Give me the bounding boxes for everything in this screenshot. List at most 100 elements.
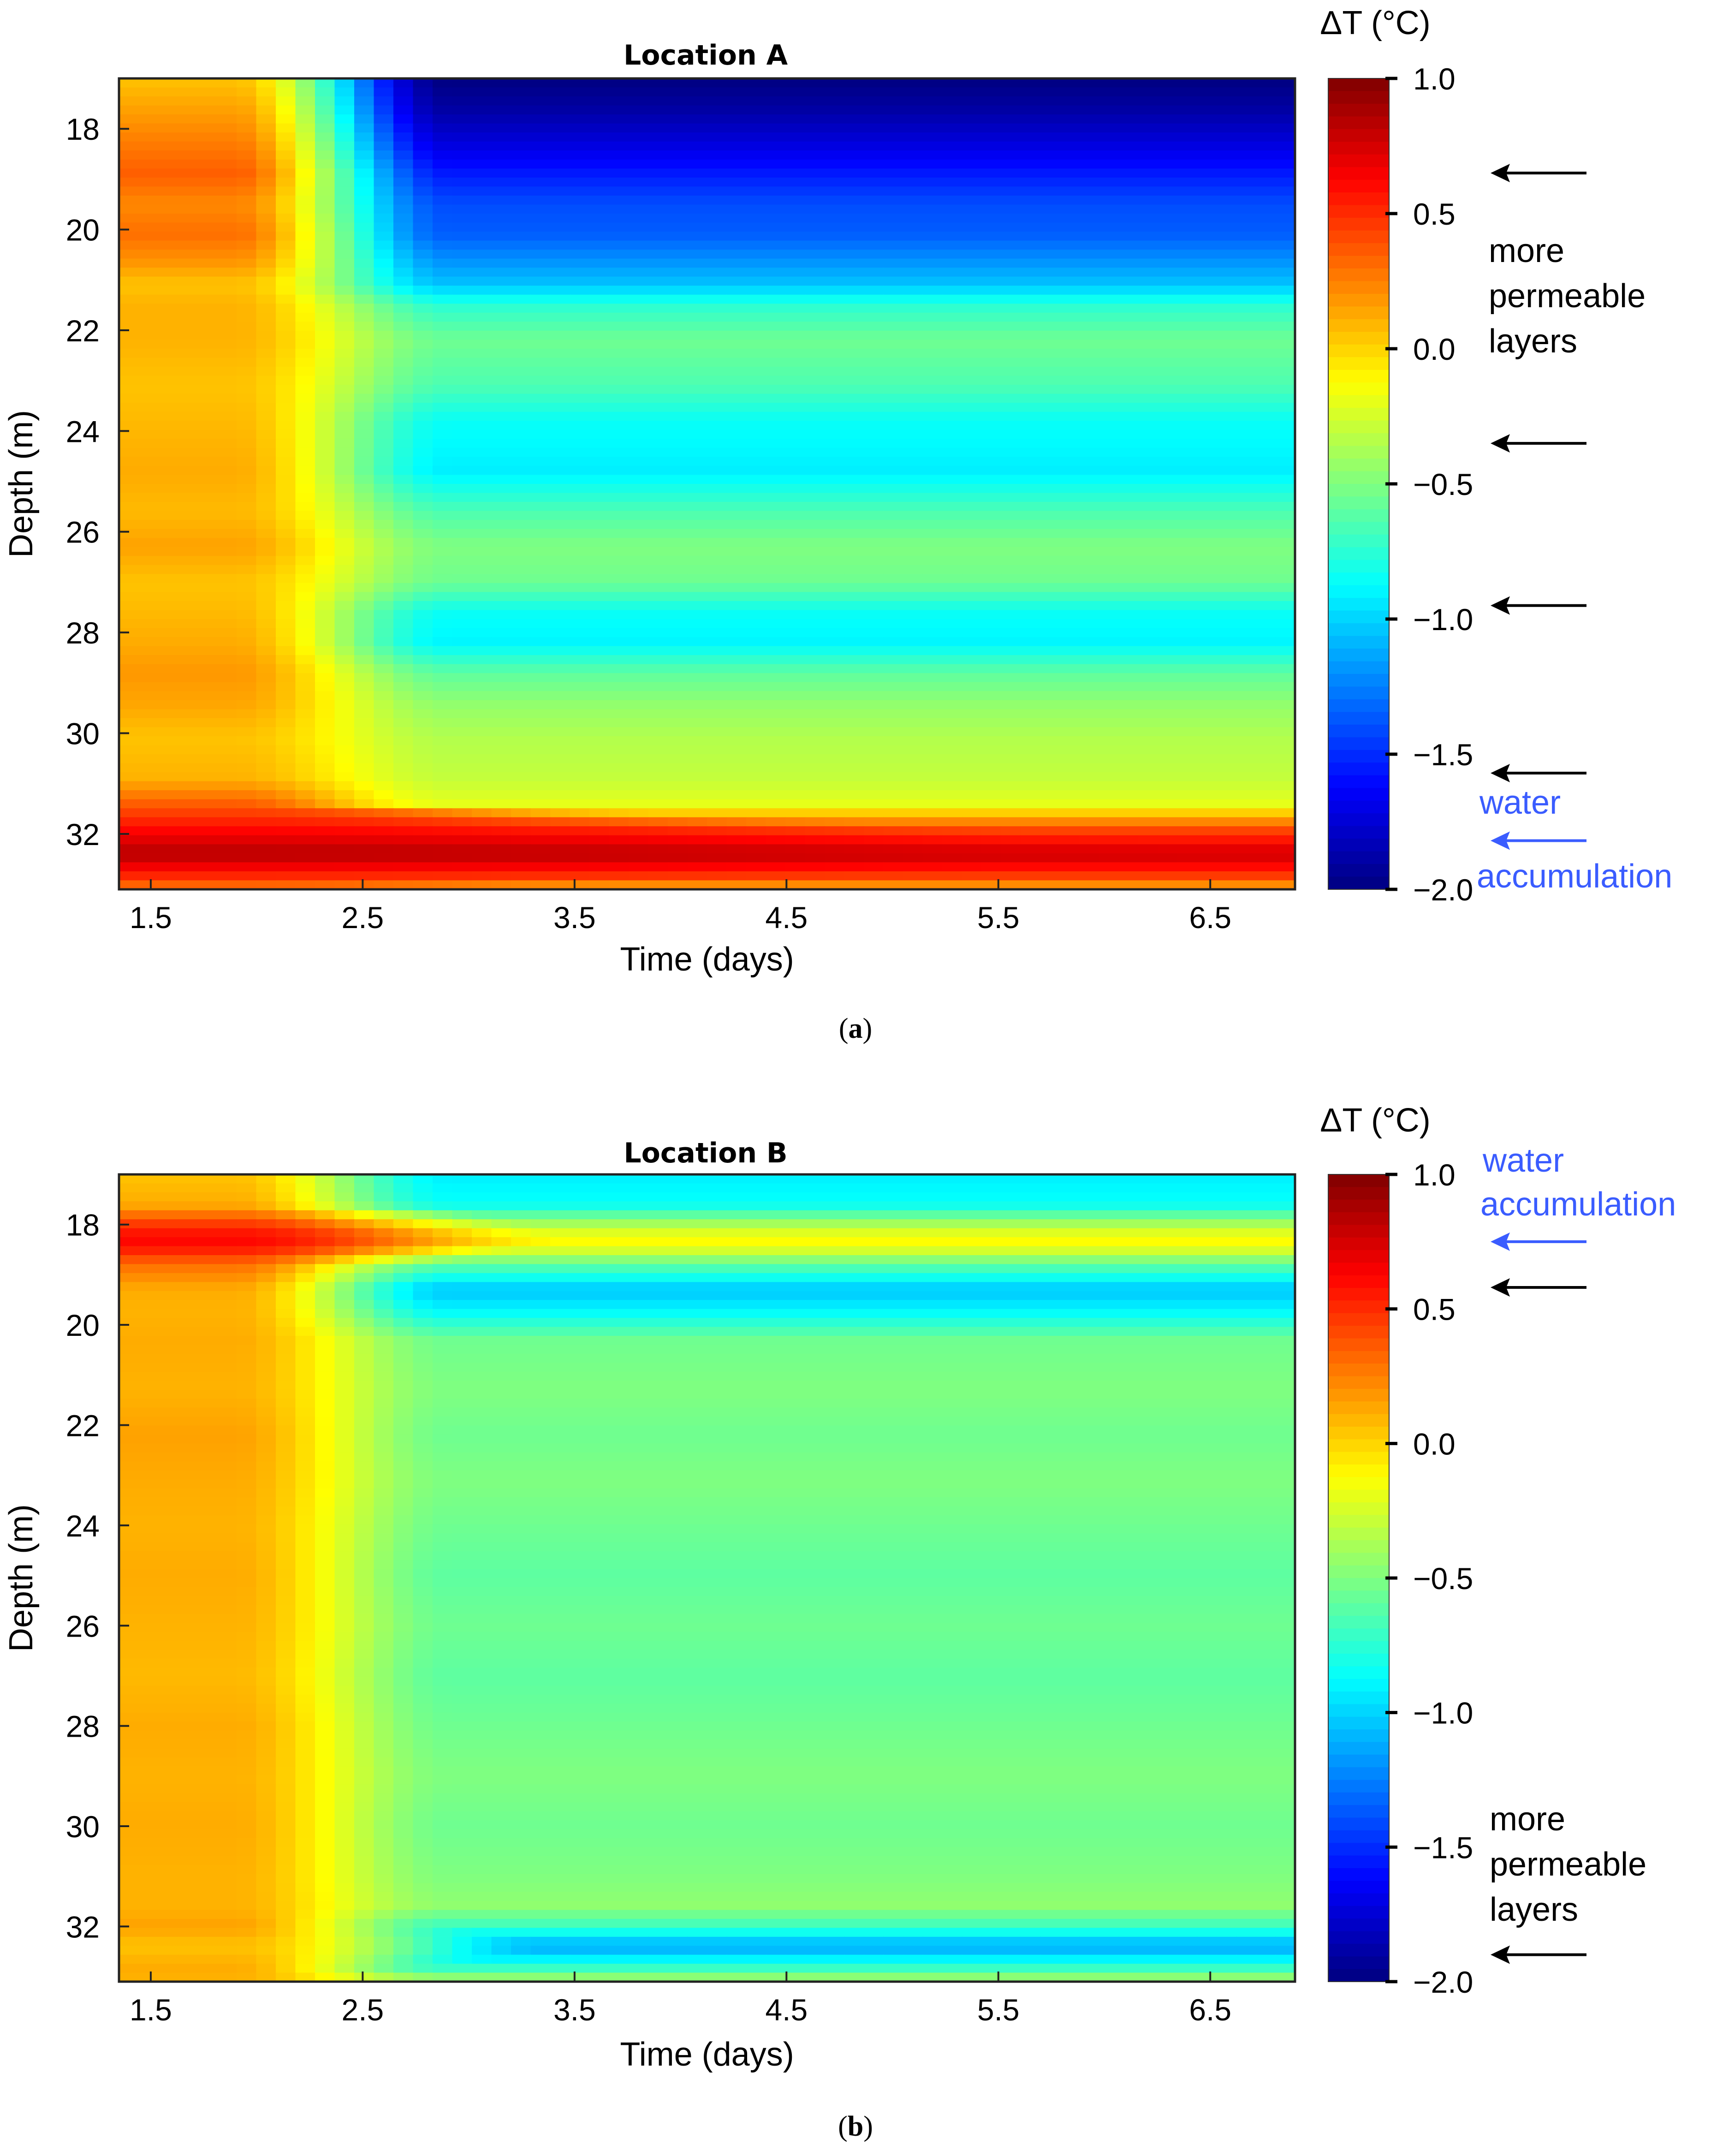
heatmap-cell <box>433 214 453 223</box>
heatmap-cell <box>844 375 864 386</box>
heatmap-cell <box>393 727 414 737</box>
heatmap-cell <box>687 808 707 818</box>
heatmap-cell <box>276 403 296 412</box>
heatmap-cell <box>1158 484 1178 494</box>
heatmap-cell <box>589 276 610 286</box>
heatmap-cell <box>315 385 335 394</box>
heatmap-cell <box>491 375 511 386</box>
heatmap-cell <box>1275 132 1295 142</box>
heatmap-cell <box>922 357 943 367</box>
heatmap-cell <box>334 565 355 575</box>
heatmap-cell <box>374 421 394 430</box>
heatmap-cell <box>138 511 159 521</box>
heatmap-cell <box>922 222 943 232</box>
heatmap-cell <box>785 411 806 422</box>
heatmap-cell <box>805 808 825 818</box>
heatmap-cell <box>1177 276 1198 286</box>
heatmap-cell <box>922 745 943 755</box>
heatmap-cell <box>1040 447 1060 458</box>
heatmap-cell <box>629 114 649 124</box>
heatmap-cell <box>1021 727 1041 737</box>
heatmap-cell <box>766 339 786 349</box>
heatmap-cell <box>1275 349 1295 358</box>
heatmap-cell <box>766 655 786 665</box>
heatmap-cell <box>472 673 492 683</box>
heatmap-cell <box>1079 339 1099 349</box>
heatmap-cell <box>138 403 159 412</box>
heatmap-cell <box>589 411 610 422</box>
heatmap-cell <box>1158 646 1178 656</box>
heatmap-cell <box>825 763 845 773</box>
heatmap-cell <box>1138 150 1158 160</box>
heatmap-cell <box>1158 195 1178 205</box>
heatmap-cell <box>942 304 962 313</box>
heatmap-cell <box>629 457 649 466</box>
heatmap-cell <box>1118 457 1139 466</box>
heatmap-cell <box>609 195 629 205</box>
heatmap-cell <box>844 547 864 557</box>
heatmap-cell <box>276 78 296 88</box>
heatmap-cell <box>609 457 629 466</box>
heatmap-cell <box>805 475 825 484</box>
heatmap-cell <box>158 375 178 386</box>
heatmap-cell <box>334 447 355 458</box>
heatmap-cell <box>530 565 551 575</box>
heatmap-cell <box>825 411 845 422</box>
heatmap-cell <box>158 817 178 827</box>
heatmap-cell <box>825 268 845 277</box>
heatmap-cell <box>766 177 786 187</box>
heatmap-cell <box>393 583 414 593</box>
heatmap-cell <box>766 349 786 358</box>
heatmap-cell <box>1197 718 1217 728</box>
heatmap-cell <box>334 177 355 187</box>
heatmap-cell <box>550 268 570 277</box>
heatmap-cell <box>1177 159 1198 169</box>
heatmap-cell <box>1060 547 1080 557</box>
heatmap-cell <box>609 610 629 619</box>
heatmap-cell <box>981 204 1002 214</box>
heatmap-cell <box>1138 502 1158 512</box>
heatmap-cell <box>197 619 218 629</box>
heatmap-cell <box>472 250 492 259</box>
heatmap-cell <box>295 357 315 367</box>
heatmap-cell <box>256 403 276 412</box>
heatmap-cell <box>864 385 884 394</box>
heatmap-cell <box>883 195 903 205</box>
heatmap-cell <box>609 105 629 115</box>
heatmap-cell <box>295 465 315 476</box>
heatmap-cell <box>491 385 511 394</box>
heatmap-cell <box>511 601 531 611</box>
heatmap-cell <box>178 87 198 97</box>
heatmap-cell <box>589 592 610 602</box>
heatmap-cell <box>864 403 884 412</box>
heatmap-cell <box>668 709 688 719</box>
heatmap-cell <box>158 222 178 232</box>
heatmap-cell <box>903 601 923 611</box>
heatmap-cell <box>511 754 531 764</box>
heatmap-cell <box>1197 330 1217 340</box>
heatmap-cell <box>158 529 178 539</box>
heatmap-cell <box>668 754 688 764</box>
heatmap-cell <box>138 240 159 250</box>
heatmap-cell <box>922 547 943 557</box>
heatmap-cell <box>1158 592 1178 602</box>
heatmap-cell <box>805 349 825 358</box>
heatmap-cell <box>844 664 864 674</box>
heatmap-cell <box>629 240 649 250</box>
heatmap-cell <box>1021 709 1041 719</box>
heatmap-cell <box>746 240 766 250</box>
heatmap-cell <box>276 601 296 611</box>
heatmap-cell <box>825 232 845 241</box>
heatmap-cell <box>1060 520 1080 530</box>
heatmap-cell <box>805 781 825 791</box>
heatmap-cell <box>844 682 864 692</box>
heatmap-cell <box>1256 610 1276 619</box>
heatmap-cell <box>374 447 394 458</box>
heatmap-cell <box>1256 646 1276 656</box>
heatmap-cell <box>942 439 962 448</box>
heatmap-cell <box>295 195 315 205</box>
heatmap-cell <box>864 349 884 358</box>
heatmap-cell <box>433 150 453 160</box>
heatmap-cell <box>805 375 825 386</box>
heatmap-cell <box>256 105 276 115</box>
